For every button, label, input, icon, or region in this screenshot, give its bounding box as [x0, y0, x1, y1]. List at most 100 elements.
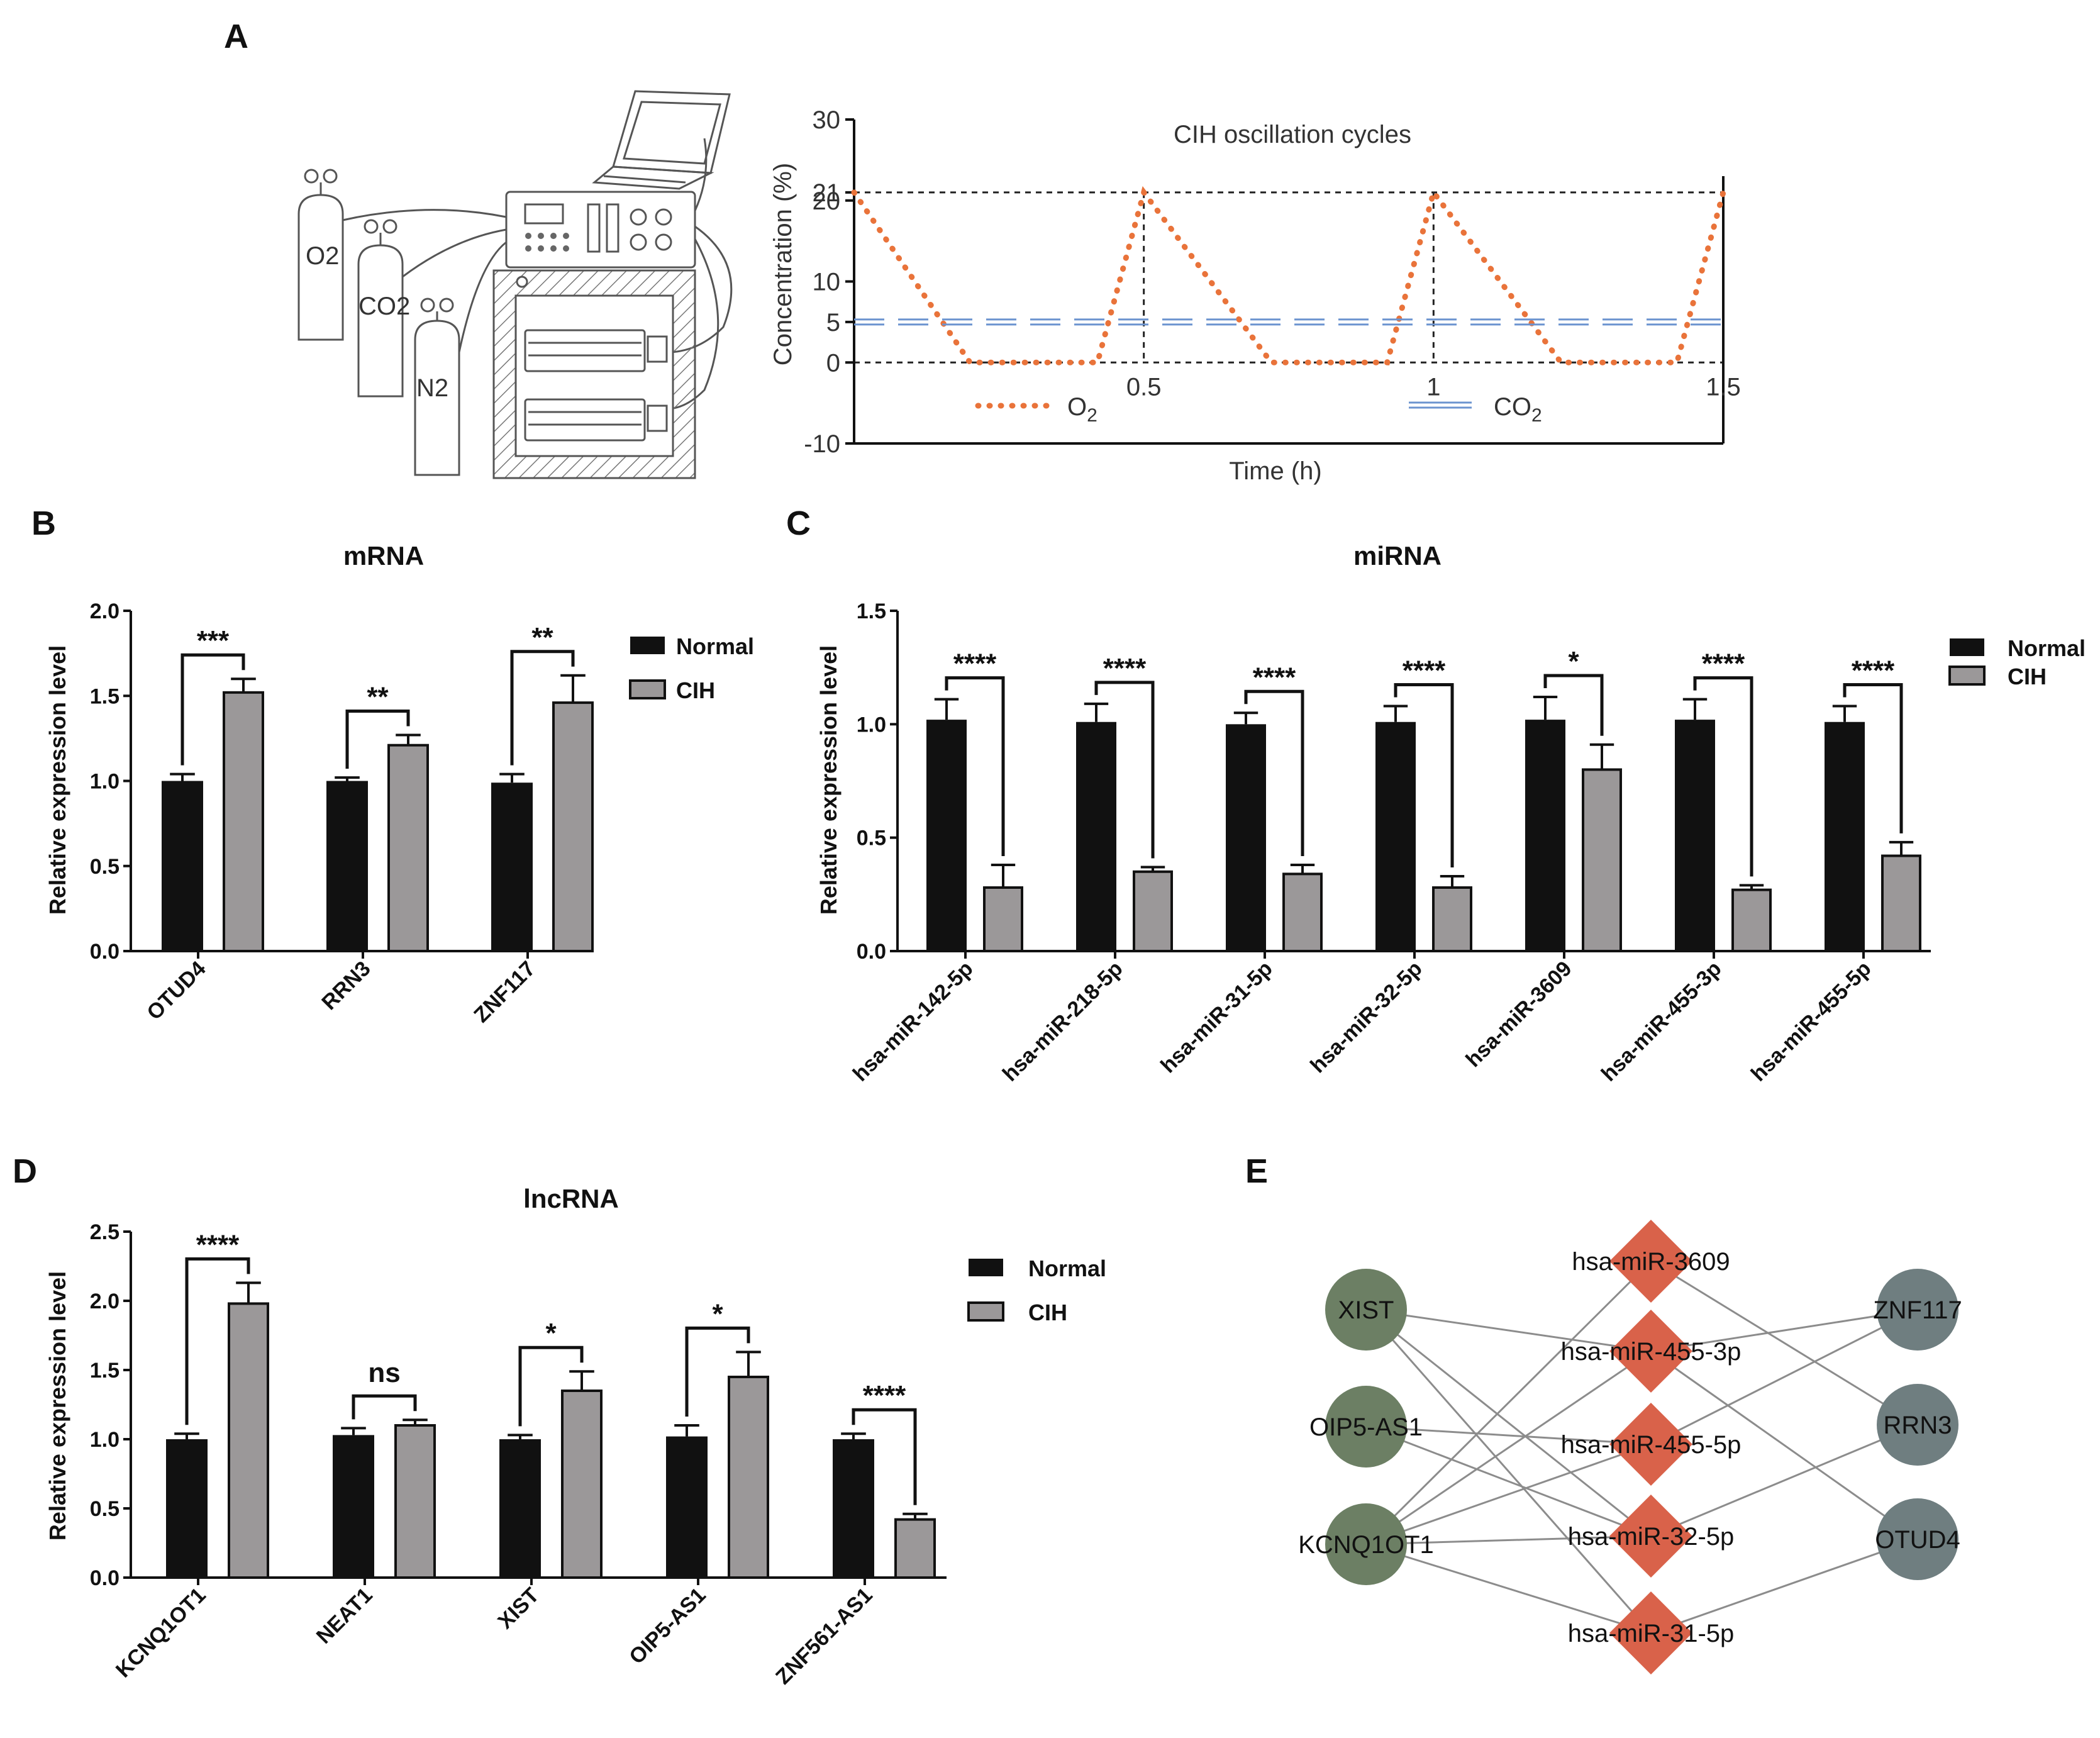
category-label: OTUD4 — [142, 957, 210, 1025]
legend-label-co2: CO2 — [1494, 393, 1542, 426]
y-tick-label: 2.5 — [90, 1220, 119, 1244]
chart-c-legend: Normal CIH — [1948, 635, 2086, 689]
y-tick-label: 0.5 — [857, 827, 886, 850]
network-edge — [1365, 1425, 1652, 1537]
y-tick-label: 0.0 — [90, 940, 119, 964]
bar-normal-znf117 — [491, 783, 533, 951]
network-nodes: XIST OIP5-AS1 KCNQ1OT1 ZNF117 RRN3 OTUD4 hsa-m… — [1298, 1220, 1962, 1674]
y-tick-label: 1.0 — [90, 770, 119, 794]
significance-bracket — [352, 1394, 417, 1420]
y-tick-label: 1.0 — [90, 1428, 119, 1452]
significance-label: **** — [1852, 655, 1895, 686]
gas-label-co2: CO2 — [358, 292, 410, 320]
significance-bracket — [1244, 689, 1304, 856]
chart-b-mrna: mRNA Relative expression level 0.0 0.5 1.0… — [45, 541, 754, 1027]
mrna-node-rrn3 — [1877, 1384, 1958, 1466]
mirna-node-hsa-mir-32-5p — [1609, 1495, 1692, 1578]
legend-swatch-normal — [630, 637, 665, 654]
bar-normal-hsa-mir-455-5p — [1825, 721, 1865, 951]
bar-cih-rrn3 — [387, 744, 429, 952]
bar-cih-neat1 — [394, 1424, 436, 1579]
significance-bracket — [1394, 682, 1454, 867]
hypoxia-chamber-icon — [492, 269, 696, 479]
chart-a-reference-lines — [854, 191, 1725, 364]
bar-cih-otud4 — [223, 691, 264, 952]
chart-a-x-ticks: 0.5 1 1.5 — [1126, 373, 1741, 401]
y-tick-label: 0.5 — [90, 1497, 119, 1521]
chart-c-title: miRNA — [1353, 541, 1442, 571]
category-label: hsa-miR-218-5p — [998, 957, 1128, 1086]
significance-bracket — [518, 1345, 584, 1427]
bar-normal-hsa-mir-142-5p — [926, 720, 967, 951]
category-label: hsa-miR-455-3p — [1597, 957, 1726, 1086]
legend-swatch-co2 — [1409, 401, 1472, 409]
gas-cylinder-icon — [414, 298, 460, 476]
y-tick-label: 0.0 — [857, 940, 886, 964]
bar-normal-rrn3 — [326, 781, 368, 951]
lncrna-node-label: OIP5-AS1 — [1309, 1413, 1423, 1441]
network-edge — [1365, 1543, 1652, 1634]
chart-c-plot-area: 0.0 0.5 1.0 1.5 hsa-miR-142-5p **** hsa-miR-21… — [848, 599, 1931, 1086]
mrna-node-label: OTUD4 — [1875, 1526, 1960, 1554]
network-edge — [1650, 1538, 1918, 1634]
chart-d-legend: Normal CIH — [967, 1256, 1106, 1325]
bar-normal-hsa-mir-32-5p — [1375, 721, 1416, 951]
bar-cih-hsa-mir-455-3p — [1731, 888, 1772, 952]
y-tick-label: 0.0 — [90, 1566, 119, 1590]
significance-label: **** — [953, 649, 997, 679]
category-label: ZNF561-AS1 — [771, 1583, 877, 1689]
mirna-node-label: hsa-miR-31-5p — [1568, 1620, 1735, 1647]
significance-bracket — [1693, 676, 1753, 877]
chart-d-lncrna: lncRNA Relative expression level 0.0 0.5 1… — [45, 1184, 1106, 1689]
chart-d-y-axis-label: Relative expression level — [45, 1271, 70, 1540]
panel-letter-d: D — [13, 1152, 37, 1190]
mirna-node-hsa-mir-455-3p — [1609, 1310, 1692, 1393]
significance-bracket — [685, 1326, 750, 1417]
chart-a-series — [851, 186, 1726, 365]
lncrna-node-xist — [1325, 1269, 1407, 1351]
chart-b-plot-area: 0.0 0.5 1.0 1.5 2.0 OTUD4 *** RRN3 ** ZNF117 ** — [90, 599, 594, 1027]
legend-label-cih: CIH — [676, 677, 715, 703]
bar-cih-hsa-mir-455-5p — [1881, 854, 1921, 953]
bar-normal-xist — [499, 1439, 541, 1578]
chart-a-legend: O2 CO2 — [975, 393, 1542, 426]
network-edge — [1365, 1443, 1652, 1546]
bar-cih-znf561-as1 — [894, 1518, 936, 1579]
chart-a-x-tick-label: 0.5 — [1126, 373, 1162, 401]
chart-a-x-tick-label: 1 — [1426, 373, 1440, 401]
category-label: XIST — [493, 1583, 543, 1634]
significance-label: **** — [1403, 655, 1446, 686]
significance-label: * — [712, 1298, 723, 1329]
network-edge — [1365, 1308, 1652, 1352]
mirna-node-hsa-mir-455-5p — [1609, 1403, 1692, 1486]
category-label: OIP5-AS1 — [625, 1583, 710, 1669]
interaction-network: XIST OIP5-AS1 KCNQ1OT1 ZNF117 RRN3 OTUD4 hsa-m… — [1298, 1220, 1962, 1674]
legend-label-o2: O2 — [1067, 393, 1097, 426]
category-label: hsa-miR-31-5p — [1156, 957, 1277, 1078]
significance-bracket — [185, 1257, 250, 1425]
category-label: RRN3 — [317, 957, 375, 1015]
bar-normal-hsa-mir-3609 — [1525, 720, 1565, 951]
chart-a-y-tick-label: 0 — [826, 349, 840, 377]
chart-a-y-tick-label: 20 — [813, 187, 841, 215]
network-edges — [1365, 1260, 1918, 1634]
category-label: hsa-miR-455-5p — [1747, 957, 1876, 1086]
chart-d-plot-area: 0.0 0.5 1.0 1.5 2.0 2.5 KCNQ1OT1 **** NEAT1 ns XIS… — [90, 1220, 947, 1689]
chart-b-legend: Normal CIH — [629, 633, 754, 703]
panel-letter-a: A — [224, 18, 248, 55]
significance-label: **** — [1103, 653, 1147, 684]
bar-normal-znf561-as1 — [833, 1439, 874, 1578]
significance-label: * — [1568, 646, 1579, 677]
significance-label: ns — [368, 1357, 400, 1388]
lncrna-node-label: KCNQ1OT1 — [1298, 1531, 1434, 1559]
significance-label: **** — [1702, 649, 1745, 679]
gas-cylinder-icon — [297, 169, 344, 341]
network-edge — [1650, 1350, 1918, 1540]
legend-label-cih: CIH — [2008, 664, 2047, 689]
category-label: hsa-miR-3609 — [1461, 957, 1576, 1072]
chart-d-title: lncRNA — [523, 1184, 619, 1213]
network-edge — [1365, 1308, 1652, 1537]
